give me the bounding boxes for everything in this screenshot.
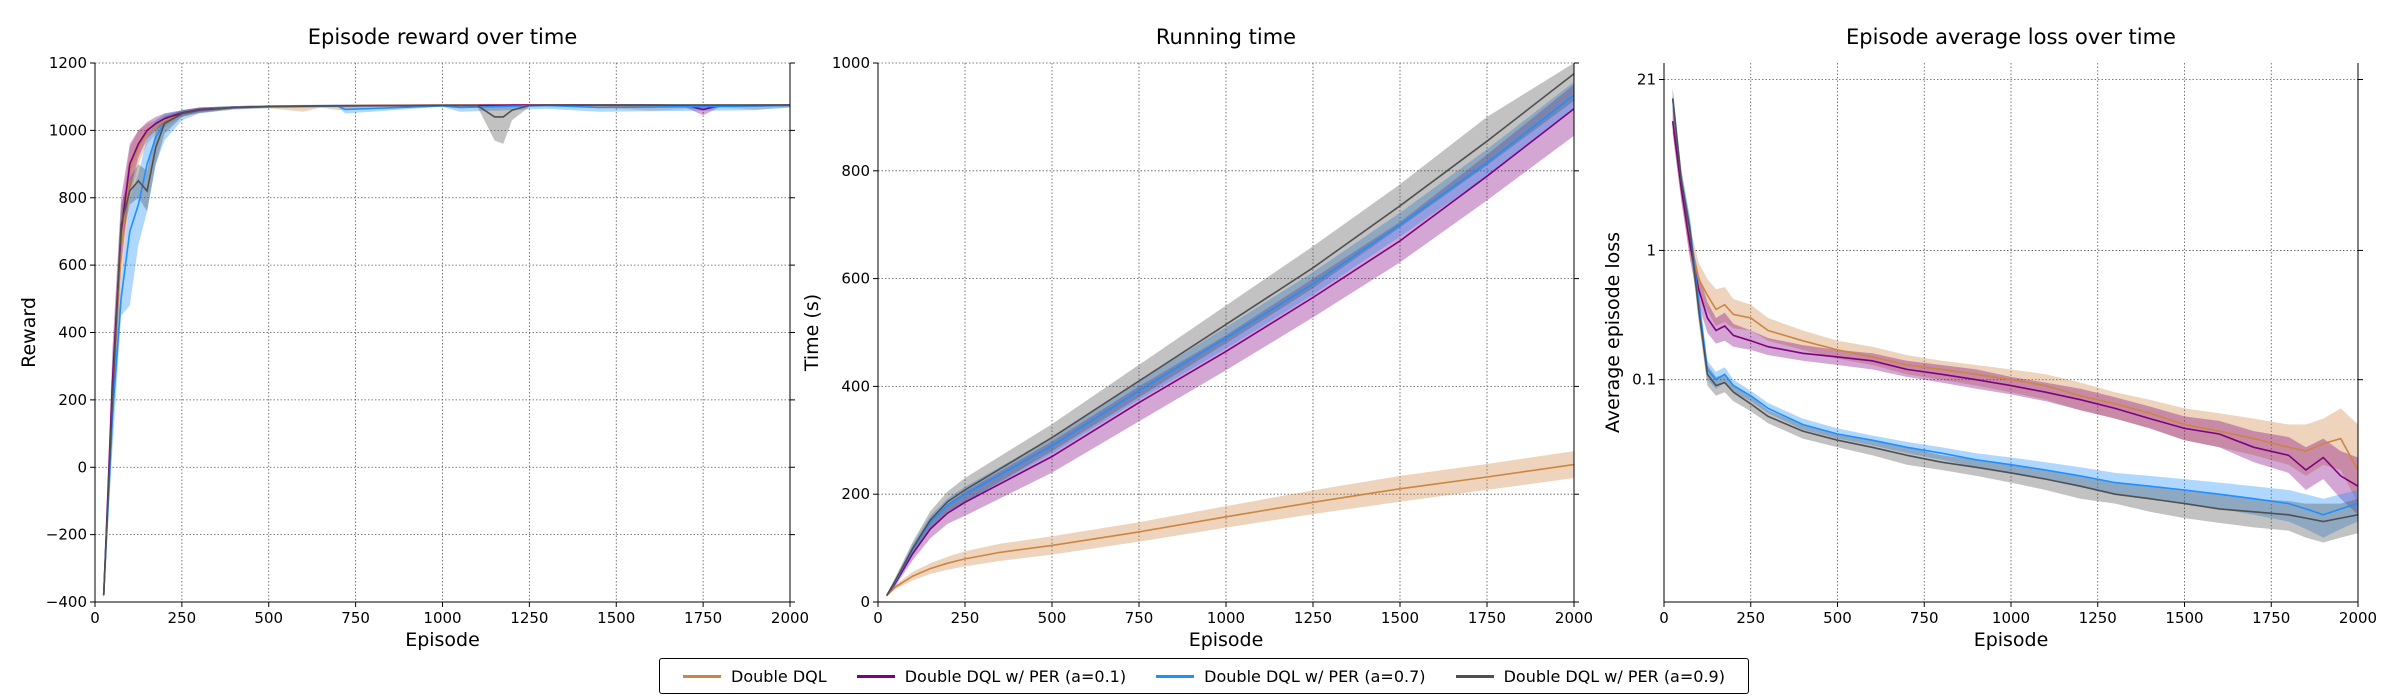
- series-line: [1671, 121, 2358, 487]
- series-band: [886, 63, 1574, 597]
- x-tick-label: 250: [951, 609, 980, 627]
- chart-title: Episode reward over time: [308, 25, 578, 49]
- series-band: [886, 84, 1574, 597]
- series-band: [103, 104, 790, 599]
- chart-title: Running time: [1156, 25, 1296, 49]
- x-tick-label: 1750: [1468, 609, 1506, 627]
- x-tick-label: 1500: [1381, 609, 1419, 627]
- series-band: [1672, 106, 2358, 504]
- legend-item-per-01: Double DQL w/ PER (a=0.1): [856, 666, 1127, 686]
- series-line: [1671, 121, 2358, 471]
- x-axis-label: Episode: [405, 629, 480, 651]
- y-tick-label: −200: [46, 526, 87, 544]
- y-tick-label: 400: [58, 324, 87, 342]
- legend-item-per-07: Double DQL w/ PER (a=0.7): [1156, 666, 1426, 686]
- y-tick-label: 1000: [49, 121, 87, 139]
- legend-label: Double DQL: [731, 666, 827, 686]
- chart-panel-2: 0 250 500 750 1000 1250 1500 1750 2000 0 200 400 600…: [801, 25, 1593, 651]
- y-tick-label: 200: [58, 391, 87, 409]
- y-tick-label: 800: [58, 189, 87, 207]
- y-tick-label: 0: [860, 593, 870, 611]
- x-tick-label: 750: [1910, 609, 1939, 627]
- legend-label: Double DQL w/ PER (a=0.9): [1503, 666, 1725, 686]
- x-tick-label: 500: [1038, 609, 1067, 627]
- series-line: [102, 104, 790, 596]
- x-tick-label: 500: [254, 609, 283, 627]
- x-axis-label: Episode: [1189, 629, 1264, 651]
- series-line: [102, 104, 790, 596]
- series-line: [102, 104, 790, 596]
- y-tick-label: 1: [1646, 241, 1656, 259]
- x-tick-label: 250: [1736, 609, 1765, 627]
- x-tick-label: 1250: [510, 609, 548, 627]
- x-tick-label: 1000: [423, 609, 461, 627]
- series-band: [103, 104, 790, 599]
- series-band: [103, 104, 790, 599]
- series-band: [103, 104, 790, 599]
- series-line: [1671, 98, 2358, 523]
- y-tick-label: 1000: [832, 54, 870, 72]
- y-axis-label: Reward: [18, 297, 40, 368]
- y-axis-label: Average episode loss: [1602, 232, 1624, 433]
- legend-swatch-double-dql: [683, 674, 722, 678]
- legend-item-double-dql: Double DQL: [683, 667, 827, 686]
- y-tick-label: 600: [58, 256, 87, 274]
- chart-panel-3: 0 250 500 750 1000 1250 1500 1750 2000 21 1 0.1 Epis…: [1602, 25, 2377, 651]
- x-tick-label: 1750: [684, 609, 722, 627]
- x-tick-label: 2000: [771, 609, 809, 627]
- x-tick-label: 1000: [1992, 609, 2030, 627]
- series-line: [886, 108, 1574, 596]
- series-band: [886, 451, 1574, 597]
- y-tick-label: 0.1: [1632, 371, 1656, 389]
- series-line: [886, 73, 1574, 596]
- series-line: [1671, 98, 2358, 516]
- y-tick-label: 200: [841, 485, 870, 503]
- legend-label: Double DQL w/ PER (a=0.7): [1204, 666, 1426, 686]
- y-tick-label: 800: [841, 162, 870, 180]
- x-tick-label: 750: [1125, 609, 1154, 627]
- series-line: [102, 104, 790, 596]
- x-tick-label: 1250: [1294, 609, 1332, 627]
- y-tick-label: 0: [77, 458, 87, 476]
- y-tick-label: 21: [1637, 71, 1656, 89]
- series-line: [886, 463, 1574, 597]
- x-tick-label: 2000: [2339, 609, 2377, 627]
- x-tick-label: 1000: [1207, 609, 1245, 627]
- y-tick-label: −400: [46, 593, 87, 611]
- x-tick-label: 1750: [2252, 609, 2290, 627]
- x-tick-label: 500: [1823, 609, 1852, 627]
- series-band: [1672, 88, 2358, 538]
- chart-panel-1: 0 250 500 750 1000 1250 1500 1750 2000 −400 −200 0 2…: [18, 25, 809, 651]
- x-tick-label: 1500: [597, 609, 635, 627]
- y-tick-label: 400: [841, 377, 870, 395]
- x-tick-label: 0: [90, 609, 100, 627]
- x-tick-label: 1250: [2079, 609, 2117, 627]
- chart-title: Episode average loss over time: [1846, 25, 2176, 49]
- legend-swatch-per-01: [856, 674, 895, 678]
- x-tick-label: 0: [1659, 609, 1669, 627]
- legend-swatch-per-09: [1455, 674, 1494, 678]
- legend-item-per-09: Double DQL w/ PER (a=0.9): [1455, 666, 1725, 686]
- y-axis-label: Time (s): [801, 294, 823, 372]
- y-tick-label: 600: [841, 270, 870, 288]
- series-band: [1672, 106, 2358, 515]
- x-tick-label: 250: [168, 609, 197, 627]
- x-tick-label: 2000: [1555, 609, 1593, 627]
- x-tick-label: 0: [873, 609, 883, 627]
- legend: Double DQL Double DQL w/ PER (a=0.1) Dou…: [659, 658, 1749, 694]
- x-axis-label: Episode: [1974, 629, 2049, 651]
- series-band: [886, 81, 1574, 597]
- x-tick-label: 1500: [2165, 609, 2203, 627]
- legend-label: Double DQL w/ PER (a=0.1): [904, 666, 1127, 686]
- y-tick-label: 1200: [49, 54, 87, 72]
- legend-swatch-per-07: [1156, 674, 1195, 678]
- x-tick-label: 750: [341, 609, 370, 627]
